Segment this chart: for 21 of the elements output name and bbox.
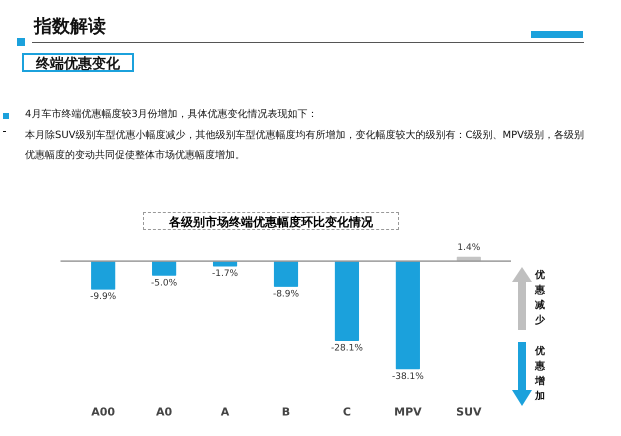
data-label: 1.4%: [457, 243, 481, 254]
text: 终端优惠变化: [22, 53, 134, 72]
text: 4月车市终端优惠幅度较3月份增加，具体优惠变化情况表现如下：: [25, 108, 318, 122]
data-label: -8.9%: [272, 289, 300, 300]
x-tick-label: A0: [156, 406, 173, 418]
x-tick-label: C: [342, 406, 351, 418]
x-tick-label: A: [220, 406, 230, 418]
data-label: -38.1%: [392, 372, 424, 382]
text: 优惠减少: [535, 268, 545, 328]
x-tick-label: B: [282, 406, 290, 418]
data-label: -9.9%: [90, 292, 117, 302]
x-tick-label: MPV: [394, 406, 422, 418]
text: 指数解读: [34, 15, 106, 39]
text: 优惠增加: [535, 344, 545, 404]
x-tick-label: A00: [91, 406, 116, 418]
chart-title: 各级别市场终端优惠幅度环比变化情况: [143, 212, 399, 230]
data-label: -5.0%: [151, 278, 178, 288]
text: 本月除SUV级别车型优惠小幅度减少，其他级别车型优惠幅度均有所增加，变化幅度较大的级别有：C级别、MPV级别，各级别优惠幅度的变动共同促使整体市场优惠幅度增加。: [25, 128, 585, 163]
data-label: -28.1%: [331, 344, 364, 354]
data-label: -1.7%: [212, 268, 239, 279]
x-tick-label: SUV: [456, 406, 482, 418]
